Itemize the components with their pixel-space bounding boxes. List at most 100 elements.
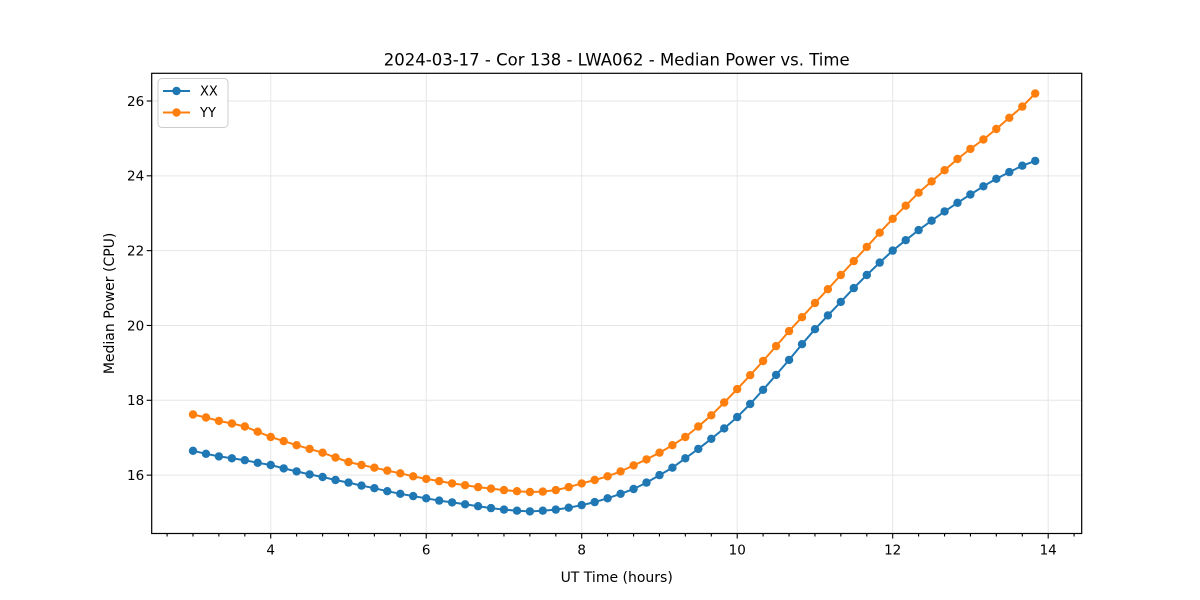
data-point-xx [396, 489, 405, 498]
series-line-yy [192, 92, 1037, 493]
data-point-xx [953, 198, 962, 207]
data-point-xx [292, 467, 301, 476]
data-point-xx [875, 258, 884, 267]
y-axis-label: Median Power (CPU) [102, 233, 118, 375]
data-point-xx [486, 503, 496, 513]
data-point-yy [396, 469, 405, 478]
data-point-yy [214, 416, 224, 426]
data-point-xx [525, 507, 535, 516]
data-point-yy [551, 485, 560, 495]
data-point-yy [188, 410, 198, 419]
data-point-yy [499, 485, 509, 495]
x-tick-label: 14 [1040, 543, 1057, 559]
data-point-xx [603, 494, 612, 503]
data-point-yy [1018, 102, 1027, 111]
y-tick-label: 16 [127, 468, 144, 484]
data-point-xx [344, 478, 353, 487]
data-point-xx [655, 470, 664, 480]
plot-border [151, 72, 1083, 535]
data-point-xx [201, 449, 211, 458]
y-tick-label: 22 [127, 243, 144, 259]
data-point-yy [694, 422, 703, 431]
data-point-xx [888, 246, 897, 255]
data-point-xx [564, 503, 573, 512]
data-point-xx [473, 502, 483, 511]
data-point-xx [577, 500, 586, 510]
data-point-yy [720, 398, 729, 407]
data-point-xx [616, 489, 625, 498]
data-point-yy [422, 474, 431, 484]
data-point-xx [836, 297, 845, 307]
data-point-xx [733, 412, 742, 422]
data-point-xx [266, 460, 275, 470]
data-point-xx [422, 494, 431, 503]
data-point-yy [953, 154, 962, 164]
data-point-xx [357, 481, 366, 490]
data-point-yy [370, 463, 379, 472]
data-point-xx [707, 434, 716, 443]
x-axis-label: UT Time (hours) [561, 570, 673, 586]
data-point-yy [435, 476, 444, 486]
data-point-xx [409, 491, 418, 501]
x-tick-label: 6 [422, 543, 431, 559]
data-point-xx [305, 470, 314, 479]
y-tick-label: 24 [127, 169, 144, 185]
data-point-xx [966, 190, 975, 199]
data-point-yy [836, 270, 845, 280]
data-point-xx [1031, 156, 1040, 166]
data-point-yy [331, 453, 340, 462]
data-point-xx [1018, 161, 1027, 170]
data-point-xx [1005, 167, 1014, 177]
data-point-xx [642, 478, 651, 487]
data-point-yy [1031, 89, 1040, 98]
data-point-yy [992, 124, 1001, 134]
data-point-yy [525, 487, 535, 497]
data-point-yy [473, 482, 483, 492]
data-point-xx [383, 487, 392, 496]
data-point-xx [538, 506, 547, 515]
data-point-yy [253, 427, 262, 436]
data-point-xx [771, 370, 781, 380]
data-point-xx [279, 464, 288, 473]
x-tick-label: 4 [266, 543, 275, 559]
data-point-yy [409, 472, 418, 481]
data-point-yy [979, 135, 988, 144]
data-point-xx [901, 236, 910, 245]
y-tick-label: 26 [127, 94, 144, 110]
data-point-xx [797, 340, 807, 349]
data-point-xx [435, 496, 444, 505]
data-point-yy [888, 214, 897, 223]
data-point-yy [240, 422, 249, 431]
data-point-xx [447, 498, 457, 507]
data-point-xx [927, 216, 936, 225]
data-point-yy [875, 228, 884, 237]
data-point-xx [188, 446, 198, 455]
data-point-yy [642, 455, 651, 464]
data-point-yy [862, 242, 871, 252]
data-point-xx [590, 497, 599, 507]
data-point-xx [784, 355, 794, 365]
data-point-yy [590, 475, 599, 485]
data-point-xx [862, 270, 871, 280]
legend: XX YY [157, 78, 229, 128]
data-point-xx [940, 207, 949, 216]
data-point-xx [512, 506, 522, 515]
data-point-yy [797, 313, 807, 322]
data-point-yy [901, 201, 910, 210]
data-point-xx [992, 174, 1001, 183]
data-point-yy [344, 457, 353, 467]
data-point-yy [914, 188, 923, 197]
data-point-xx [240, 456, 249, 465]
data-point-yy [707, 411, 716, 420]
data-point-xx [979, 182, 988, 191]
data-point-xx [823, 311, 833, 320]
data-point-xx [253, 458, 262, 467]
data-point-yy [940, 166, 949, 175]
data-point-yy [616, 467, 625, 476]
series-line-xx [192, 159, 1037, 513]
data-point-yy [849, 256, 858, 266]
data-point-yy [603, 472, 612, 481]
data-point-yy [383, 466, 392, 475]
